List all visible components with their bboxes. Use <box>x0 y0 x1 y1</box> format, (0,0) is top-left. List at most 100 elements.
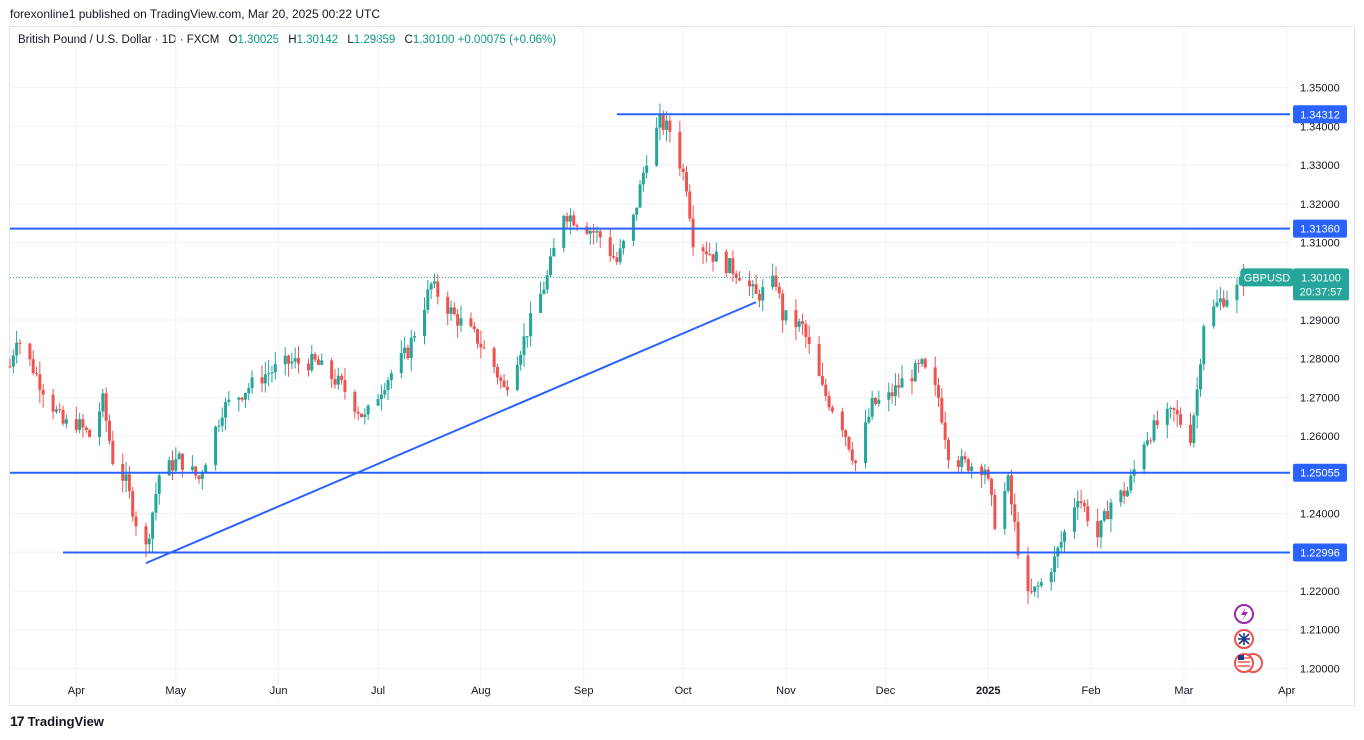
candle-body <box>867 416 871 423</box>
candle-body <box>134 516 138 527</box>
candle-body <box>612 256 616 258</box>
candle-body <box>701 247 705 252</box>
price-axis[interactable]: 1.35000 1.34000 1.33000 1.32000 1.31000 1.290… <box>1300 83 1340 676</box>
candle-body <box>519 354 523 365</box>
candle-body <box>449 307 453 314</box>
lightning-event-icon[interactable] <box>1234 604 1254 624</box>
candle-body <box>1189 424 1193 444</box>
candle-body <box>635 207 639 215</box>
candle-body <box>595 231 599 233</box>
candle-body <box>240 397 244 400</box>
candle-body <box>476 329 480 344</box>
candle-body <box>101 393 105 412</box>
drawings[interactable] <box>10 113 1290 565</box>
candle-body <box>913 363 917 382</box>
candle-body <box>1169 407 1173 410</box>
candle-body <box>190 466 194 470</box>
candle-body <box>127 474 131 492</box>
candle-body <box>668 120 672 132</box>
candle-body <box>747 280 751 287</box>
candle-body <box>525 336 529 338</box>
candle-body <box>1172 407 1176 410</box>
candle-body <box>296 358 300 364</box>
candle-body <box>847 436 851 450</box>
candle-body <box>1059 541 1063 548</box>
candle-body <box>456 314 460 326</box>
candle-body <box>1063 531 1067 542</box>
candle-body <box>794 310 798 328</box>
symbol-legend[interactable]: British Pound / U.S. Dollar · 1D · FXCM … <box>18 34 556 46</box>
candle-body <box>1006 475 1010 491</box>
candle-body <box>409 337 413 359</box>
candle-body <box>157 475 161 494</box>
price-tick-label: 1.21000 <box>1300 625 1340 637</box>
tradingview-logo[interactable]: 17 TradingView <box>10 713 104 729</box>
candle-body <box>260 377 264 384</box>
candle-body <box>406 347 410 359</box>
candle-body <box>243 393 247 400</box>
time-tick-label: Apr <box>1278 685 1295 697</box>
candle-body <box>704 251 708 255</box>
price-tick-label: 1.29000 <box>1300 315 1340 327</box>
candle-body <box>54 409 58 412</box>
candle-body <box>174 459 178 471</box>
last-price-tag <box>1293 268 1349 301</box>
candle-body <box>608 237 612 257</box>
candle-body <box>74 419 78 430</box>
candle-body <box>1202 326 1206 365</box>
candle-body <box>340 375 344 381</box>
level-price-label: 1.25055 <box>1300 468 1340 480</box>
open-value: 1.30025 <box>237 34 280 46</box>
candle-body <box>376 398 380 406</box>
candle-body <box>1152 420 1156 441</box>
candle-body <box>910 378 914 382</box>
candle-body <box>1142 444 1146 470</box>
candle-body <box>887 392 891 400</box>
level-price-tag <box>1293 219 1347 238</box>
candle-body <box>539 293 543 313</box>
us-uk-flags-event-icon[interactable] <box>1234 653 1263 673</box>
candle-body <box>1036 585 1040 587</box>
candle-body <box>224 402 228 418</box>
candle-body <box>761 287 765 301</box>
open-label: O <box>228 34 238 46</box>
candle-body <box>167 460 171 476</box>
candle-body <box>237 397 241 400</box>
candle-body <box>293 358 297 362</box>
candle-body <box>495 367 499 378</box>
candle-body <box>638 184 642 208</box>
grid-lines <box>10 28 1290 702</box>
candle-body <box>827 395 831 408</box>
candle-body <box>678 131 682 169</box>
time-tick-label: Nov <box>776 685 796 697</box>
low-value: 1.29859 <box>353 34 396 46</box>
candle-body <box>1215 302 1219 307</box>
candle-body <box>310 354 314 371</box>
candle-body <box>946 439 950 461</box>
event-icons[interactable] <box>1234 604 1263 673</box>
candle-body <box>933 367 937 386</box>
candle-body <box>363 414 367 417</box>
candle-body <box>549 256 553 276</box>
candle-body <box>1102 511 1106 521</box>
level-price-label: 1.34312 <box>1300 109 1340 121</box>
candle-body <box>588 230 592 234</box>
candle-body <box>1179 414 1183 425</box>
candle-body <box>529 312 533 337</box>
candle-body <box>1109 502 1113 520</box>
candle-body <box>840 411 844 431</box>
time-tick-label: Sep <box>574 685 594 697</box>
candle-body <box>220 417 224 426</box>
time-axis[interactable]: Apr May Jun Jul Aug Sep Oct Nov Dec 2025 Feb Mar Apr <box>68 685 1296 697</box>
candle-body <box>873 397 877 404</box>
candle-body <box>58 409 62 411</box>
candle-body <box>343 380 347 392</box>
candle-body <box>267 373 271 375</box>
candle-body <box>562 215 566 248</box>
candle-body <box>1106 511 1110 520</box>
candle-body <box>144 526 148 545</box>
candle-body <box>273 364 277 373</box>
time-tick-label: Apr <box>68 685 85 697</box>
uk-flag-event-icon[interactable] <box>1234 629 1254 649</box>
